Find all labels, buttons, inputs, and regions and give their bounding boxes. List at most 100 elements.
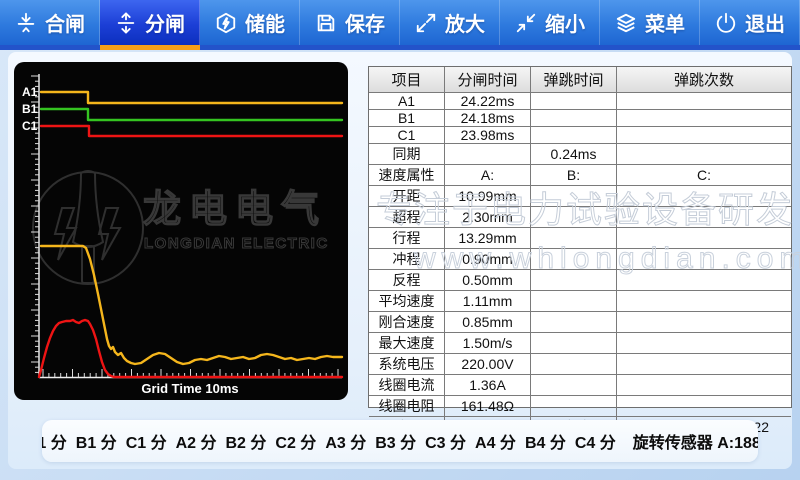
menu-icon xyxy=(616,13,636,32)
C1-contact xyxy=(39,124,344,138)
table-cell: 开距 xyxy=(369,186,445,207)
save-button[interactable]: 保存 xyxy=(300,0,400,50)
svg-text:龙电电气: 龙电电气 xyxy=(143,189,327,231)
table-cell xyxy=(617,270,791,291)
table-row: 反程 0.50mm xyxy=(369,270,791,291)
table-row: A1 24.22ms xyxy=(369,93,791,110)
zoom-out-button[interactable]: 缩小 xyxy=(500,0,600,50)
table-cell: A: xyxy=(445,165,531,186)
chart-traces xyxy=(37,90,344,379)
energy-storage-button[interactable]: 储能 xyxy=(200,0,300,50)
open-breaker-label: 分闸 xyxy=(145,14,185,36)
table-cell: 同期 xyxy=(369,144,445,165)
table-row: 冲程 0.90mm xyxy=(369,249,791,270)
table-cell: 速度属性 xyxy=(369,165,445,186)
phase-status-item: A4 分 xyxy=(475,435,516,452)
table-cell: 行程 xyxy=(369,228,445,249)
phase-status-bar: A1 分 B1 分 C1 分 A2 分 B2 分 C2 分 A3 分 B3 分 C3 分 A4 分… xyxy=(42,420,758,462)
table-cell xyxy=(617,186,791,207)
menu-button[interactable]: 菜单 xyxy=(600,0,700,50)
table-cell: 10.99mm xyxy=(445,186,531,207)
table-cell: 冲程 xyxy=(369,249,445,270)
open-breaker-button[interactable]: 分闸 xyxy=(100,0,200,50)
table-cell xyxy=(531,312,617,333)
oscillogram-chart: 龙电电气 LONGDIAN ELECTRIC A1 B1 C1 Grid Tim… xyxy=(22,74,344,396)
table-cell: 1.50m/s xyxy=(445,333,531,354)
table-cell: 24.22ms xyxy=(445,93,531,110)
table-cell xyxy=(531,249,617,270)
table-cell: 23.98ms xyxy=(445,127,531,144)
zoom-out-icon xyxy=(516,13,536,32)
table-cell xyxy=(531,207,617,228)
B1-contact xyxy=(39,107,344,122)
table-cell xyxy=(617,312,791,333)
save-label: 保存 xyxy=(345,14,385,36)
energy-storage-icon xyxy=(216,12,236,33)
results-table: 项目 分闸时间 弹跳时间 弹跳次数 A1 24.22ms B1 24.18ms C1 23… xyxy=(368,66,792,437)
table-cell xyxy=(617,396,791,417)
table-cell xyxy=(617,291,791,312)
table-cell xyxy=(531,110,617,127)
phase-status-item: B3 分 xyxy=(375,435,417,452)
table-cell xyxy=(617,375,791,396)
rotary-sensor-readout: 旋转传感器 A:188.4 xyxy=(632,435,758,452)
table-row: C1 23.98ms xyxy=(369,127,791,144)
phase-status-item: A2 分 xyxy=(175,435,217,452)
table-cell xyxy=(445,144,531,165)
table-cell: 1.36A xyxy=(445,375,531,396)
table-cell xyxy=(531,354,617,375)
phase-status-item: B2 分 xyxy=(225,435,267,452)
table-cell xyxy=(531,228,617,249)
table-header-open-time: 分闸时间 xyxy=(445,67,531,93)
close-breaker-icon xyxy=(17,12,35,32)
phase-status-item: B1 分 xyxy=(75,435,117,452)
phase-status-item: A3 分 xyxy=(325,435,367,452)
close-breaker-label: 合闸 xyxy=(45,14,85,36)
table-header-row: 项目 分闸时间 弹跳时间 弹跳次数 xyxy=(369,67,791,93)
phase-label-a1: A1 xyxy=(22,85,38,99)
table-row: 最大速度 1.50m/s xyxy=(369,333,791,354)
table-cell xyxy=(617,249,791,270)
table-cell: 0.85mm xyxy=(445,312,531,333)
table-cell: 2.30mm xyxy=(445,207,531,228)
table-cell: 161.48Ω xyxy=(445,396,531,417)
table-row: 线圈电流 1.36A xyxy=(369,375,791,396)
save-icon xyxy=(317,14,335,31)
phase-status-item: C3 分 xyxy=(425,435,467,452)
table-cell xyxy=(617,354,791,375)
close-breaker-button[interactable]: 合闸 xyxy=(0,0,100,50)
table-row: 系统电压 220.00V xyxy=(369,354,791,375)
zoom-in-button[interactable]: 放大 xyxy=(400,0,500,50)
phase-label-c1: C1 xyxy=(22,119,38,133)
table-cell: 0.50mm xyxy=(445,270,531,291)
table-row: 超程 2.30mm xyxy=(369,207,791,228)
table-cell xyxy=(617,110,791,127)
table-cell: 系统电压 xyxy=(369,354,445,375)
menu-label: 菜单 xyxy=(645,14,685,36)
table-cell: 0.90mm xyxy=(445,249,531,270)
table-cell xyxy=(617,144,791,165)
table-cell xyxy=(531,333,617,354)
table-cell: 超程 xyxy=(369,207,445,228)
grid-time-label: Grid Time 10ms xyxy=(141,381,238,396)
table-cell: 线圈电流 xyxy=(369,375,445,396)
table-cell xyxy=(617,333,791,354)
open-breaker-icon xyxy=(117,11,135,34)
phase-status-item: C1 分 xyxy=(125,435,167,452)
A1-contact xyxy=(39,90,344,105)
phase-status-item: C2 分 xyxy=(275,435,317,452)
phase-status-item: C4 分 xyxy=(574,435,616,452)
zoom-out-label: 缩小 xyxy=(545,14,585,36)
table-cell: 1.11mm xyxy=(445,291,531,312)
table-cell xyxy=(531,375,617,396)
table-cell: A1 xyxy=(369,93,445,110)
table-cell: C: xyxy=(617,165,791,186)
table-row: B1 24.18ms xyxy=(369,110,791,127)
table-cell: B1 xyxy=(369,110,445,127)
zoom-in-label: 放大 xyxy=(445,14,485,36)
phase-status-item: A1 分 xyxy=(42,435,67,452)
exit-button[interactable]: 退出 xyxy=(700,0,800,50)
table-cell xyxy=(617,207,791,228)
table-row: 平均速度 1.11mm xyxy=(369,291,791,312)
table-header-bounce-time: 弹跳时间 xyxy=(531,67,617,93)
